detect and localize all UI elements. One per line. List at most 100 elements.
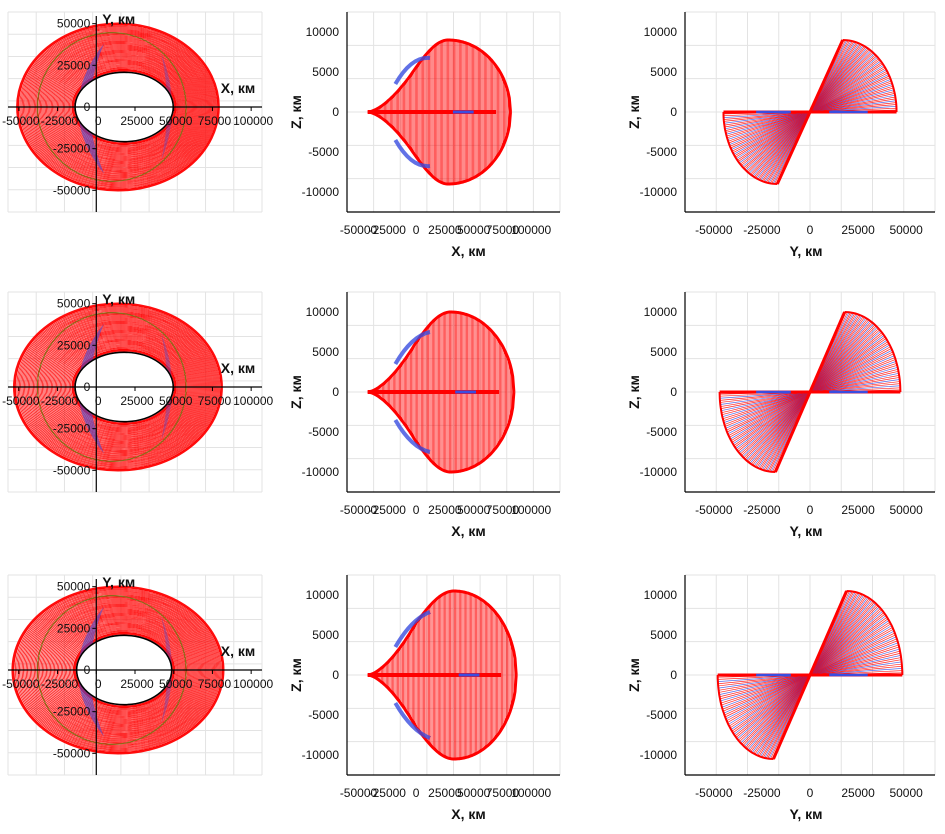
y-tick-label: 0	[84, 663, 91, 677]
y-tick-label: 5000	[650, 345, 677, 359]
x-axis-label: X, км	[451, 806, 485, 822]
xy-panel: -50000 -25000 0 25000 50000 75000 100000500002…	[2, 291, 274, 493]
x-tick-label: 0	[413, 503, 420, 517]
x-tick-label: -50000	[340, 503, 378, 517]
y-tick-label: 0	[332, 105, 339, 119]
x-tick-label: 25000	[120, 114, 154, 128]
y-tick-label: 10000	[644, 588, 678, 602]
x-tick-label: -50000	[2, 114, 40, 128]
y-tick-label: 10000	[306, 588, 340, 602]
x-tick-label: 75000	[486, 786, 520, 800]
x-tick-label: 25000	[428, 223, 462, 237]
y-tick-label: 25000	[57, 58, 91, 72]
y-tick-label: 5000	[312, 65, 339, 79]
y-tick-label: 5000	[312, 345, 339, 359]
profile-outline-top	[367, 589, 518, 677]
y-tick-label: 5000	[312, 628, 339, 642]
y-tick-label: -50000	[53, 183, 91, 197]
profile-outline-top	[367, 38, 512, 114]
orbit-trace	[719, 674, 811, 695]
y-axis-label: Z, км	[288, 375, 304, 409]
orbit-trace	[720, 674, 811, 704]
x-tick-label: 0	[413, 786, 420, 800]
orbit-trace	[809, 646, 900, 676]
x-tick-label: 100000	[511, 786, 551, 800]
y-tick-label: -50000	[53, 463, 91, 477]
y-tick-label: 5000	[650, 628, 677, 642]
x-tick-label: 75000	[486, 223, 520, 237]
y-tick-label: 50000	[57, 580, 91, 594]
y-tick-label: 0	[670, 385, 677, 399]
y-axis-label: Z, км	[626, 658, 642, 692]
y-tick-label: -5000	[308, 708, 339, 722]
x-tick-label: 50000	[457, 503, 491, 517]
y-tick-label: -5000	[646, 425, 677, 439]
y-axis-label: Z, км	[288, 95, 304, 129]
x-tick-label: 100000	[233, 394, 273, 408]
y-tick-label: -25000	[53, 705, 91, 719]
x-tick-label: 75000	[198, 394, 232, 408]
x-tick-label: 75000	[198, 114, 232, 128]
x-tick-label: -50000	[695, 223, 733, 237]
x-tick-label: 50000	[889, 223, 923, 237]
y-axis-label: Y, км	[102, 291, 135, 307]
orbit-trace	[809, 657, 902, 676]
orbit-trace	[809, 648, 900, 676]
y-tick-label: 0	[84, 380, 91, 394]
x-tick-label: 0	[95, 677, 102, 691]
x-tick-label: 0	[807, 223, 814, 237]
orbit-trace	[718, 674, 811, 691]
yz-panel: -50000 -25000 0 25000 500001000050000-5000-1…	[626, 574, 936, 822]
fan-outline	[844, 311, 902, 393]
x-tick-label: -25000	[41, 677, 79, 691]
x-tick-label: 25000	[841, 503, 875, 517]
orbit-trace	[809, 663, 902, 676]
fan-edge	[808, 39, 845, 113]
x-tick-label: -25000	[369, 786, 407, 800]
xz-panel: -50000-25000 0 250005000075000100000100005…	[288, 11, 561, 259]
orbit-trace	[809, 661, 902, 676]
y-tick-label: -10000	[640, 748, 678, 762]
x-tick-label: -50000	[2, 677, 40, 691]
x-tick-label: -25000	[41, 394, 79, 408]
x-tick-label: -25000	[41, 114, 79, 128]
shadow-arc-left	[78, 323, 105, 454]
shadow-arc-right	[161, 53, 173, 161]
x-tick-label: -25000	[743, 786, 781, 800]
profile-outline-top	[367, 310, 516, 394]
x-tick-label: 0	[95, 114, 102, 128]
y-tick-label: -10000	[302, 748, 340, 762]
fan-outline	[842, 39, 898, 112]
x-tick-label: -50000	[695, 786, 733, 800]
x-tick-label: -25000	[369, 223, 407, 237]
x-tick-label: 50000	[159, 677, 193, 691]
shadow-arc-top	[393, 330, 431, 365]
y-tick-label: 10000	[644, 305, 678, 319]
x-tick-label: -50000	[340, 786, 378, 800]
x-tick-label: -50000	[340, 223, 378, 237]
orbit-trace	[719, 674, 811, 700]
profile-outline-bottom	[367, 673, 518, 761]
orbit-trace	[809, 642, 899, 676]
x-axis-label: X, км	[221, 360, 255, 376]
shadow-arc-bottom	[393, 702, 431, 740]
x-tick-label: 100000	[233, 677, 273, 691]
x-tick-label: -50000	[695, 503, 733, 517]
y-tick-label: -25000	[53, 142, 91, 156]
y-tick-label: -10000	[302, 185, 340, 199]
y-tick-label: -10000	[640, 185, 678, 199]
orbit-trace	[718, 674, 811, 693]
shadow-arc-bottom	[393, 138, 431, 169]
x-tick-label: 100000	[511, 223, 551, 237]
xy-panel: -50000 -25000 0 25000 50000 75000 100000500002…	[2, 574, 274, 776]
x-tick-label: 100000	[233, 114, 273, 128]
y-tick-label: -5000	[646, 708, 677, 722]
x-tick-label: 25000	[428, 503, 462, 517]
y-tick-label: 0	[332, 668, 339, 682]
shadow-arc-top	[393, 610, 431, 648]
x-tick-label: -50000	[2, 394, 40, 408]
y-axis-label: Y, км	[102, 574, 135, 590]
x-tick-label: 50000	[889, 503, 923, 517]
x-tick-label: 0	[807, 503, 814, 517]
